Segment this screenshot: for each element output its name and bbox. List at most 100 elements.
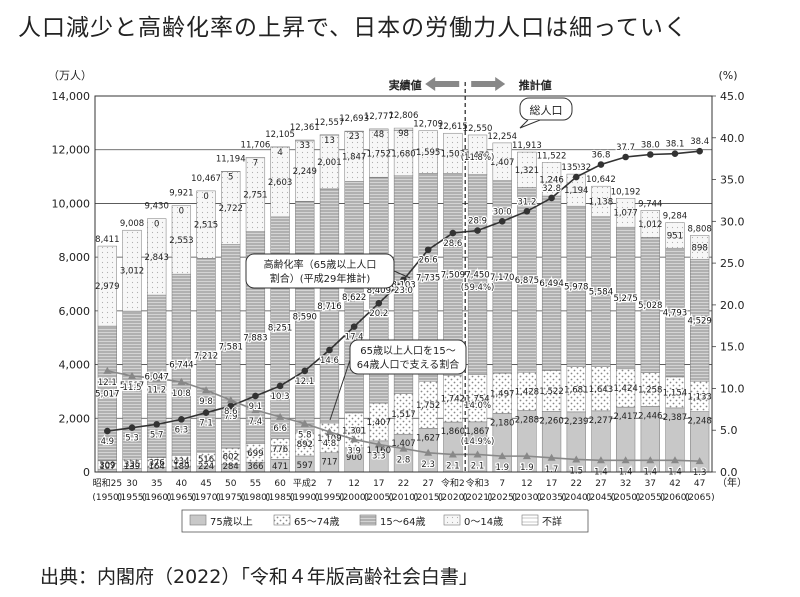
aging-rate-label: 38.1 [666, 140, 685, 150]
value-label-0-14: 1,847 [342, 153, 366, 163]
value-label-0-14: 2,515 [194, 221, 218, 231]
pct-2021-working: (59.4%) [461, 283, 495, 293]
right-axis-unit: (%) [718, 69, 737, 82]
aging-rate-point [128, 424, 136, 432]
x-tick-year: (2025) [487, 493, 517, 503]
support-ratio-point [177, 377, 186, 385]
support-ratio-label: 2.3 [421, 460, 435, 470]
source-note: 出典：内閣府（2022）「令和４年版高齢社会白書」 [40, 566, 478, 588]
aging-rate-point [178, 416, 185, 423]
value-label-75plus: 1,407 [391, 439, 415, 449]
support-ratio-point [152, 374, 161, 382]
value-label-15-64: 5,978 [564, 282, 588, 292]
bar-segment [344, 130, 364, 132]
support-ratio-callout-tail [329, 359, 351, 421]
value-label-65-74: 516 [198, 455, 214, 465]
x-tick-era: 12 [521, 479, 532, 489]
support-ratio-text-2: 64歳人口で支える割合 [357, 358, 459, 371]
total-label: 11,092 [561, 163, 591, 173]
total-label: 9,744 [638, 199, 662, 209]
total-label: 12,557 [315, 118, 345, 128]
bar-segment [517, 151, 537, 188]
aging-rate-label: 32.8 [542, 184, 561, 194]
bar-segment [418, 130, 438, 174]
x-tick-year: (2060) [660, 493, 690, 503]
x-tick-year: (1980) [240, 493, 270, 503]
total-pop-callout-tail [519, 119, 541, 129]
value-label-15-64: 8,622 [342, 293, 366, 303]
value-label-65-74: 602 [223, 452, 239, 462]
aging-rate-point [153, 421, 160, 428]
value-label-unknown: 48 [373, 130, 384, 140]
value-label-15-64: 5,017 [95, 389, 119, 399]
aging-rate-text-1: 高齢化率（65歳以上人口 [264, 258, 377, 271]
aging-rate-point [350, 323, 358, 330]
value-label-75plus: 139 [124, 462, 140, 472]
support-ratio-label: 4.8 [323, 439, 337, 449]
x-tick-era: 42 [669, 479, 680, 489]
right-tick-label: 35.0 [720, 174, 745, 187]
x-tick-era: 7 [327, 479, 333, 489]
support-ratio-point [522, 452, 531, 460]
value-label-65-74: 1,407 [367, 418, 391, 428]
value-label-0-14: 3,012 [120, 267, 144, 277]
value-label-0-14: 1,194 [564, 186, 588, 196]
support-ratio-label: 1.9 [495, 463, 509, 473]
aging-rate-point [671, 150, 679, 157]
value-label-65-74: 1,643 [589, 385, 613, 395]
support-ratio-point [572, 455, 581, 463]
value-label-unknown: 5 [228, 172, 233, 182]
x-tick-year: (2050) [611, 493, 641, 503]
support-ratio-point [621, 456, 630, 464]
value-label-75plus: 900 [346, 453, 362, 463]
bar-segment [147, 218, 167, 296]
aging-rate-point [474, 227, 481, 234]
x-axis-unit: （年） [717, 476, 747, 489]
total-label: 12,615 [438, 122, 468, 132]
value-label-65-74: 1,154 [663, 388, 687, 398]
x-tick-era: 22 [398, 479, 409, 489]
value-label-0-14: 2,553 [169, 236, 193, 246]
bar-segment [196, 190, 216, 259]
value-label-15-64: 4,529 [687, 316, 711, 326]
value-label-15-64: 6,047 [145, 372, 169, 382]
value-label-75plus: 284 [223, 462, 239, 472]
aging-rate-point [104, 427, 111, 435]
aging-rate-point [647, 151, 654, 158]
value-label-75plus: 107 [99, 462, 115, 472]
support-ratio-point [103, 366, 112, 374]
support-ratio-label: 3.3 [372, 451, 386, 461]
value-label-0-14: 898 [692, 244, 708, 254]
left-tick-label: 10,000 [52, 197, 91, 210]
value-label-0-14: 1,138 [589, 197, 613, 207]
value-label-0-14: 2,979 [95, 282, 119, 292]
value-label-0-14: 1,680 [391, 149, 415, 159]
value-label-75plus: 2,446 [638, 411, 662, 421]
value-label-65-74: 1,301 [342, 426, 366, 436]
legend-swatch [443, 514, 461, 526]
left-tick-label: 0 [83, 466, 90, 479]
value-label-0-14: 1,478 [465, 151, 489, 161]
total-label: 10,192 [611, 187, 641, 197]
aging-rate-point [696, 147, 703, 155]
total-label: 11,913 [512, 141, 542, 151]
total-label: 12,777 [364, 112, 394, 122]
support-ratio-point [399, 444, 408, 452]
left-tick-label: 8,000 [59, 251, 91, 264]
bar-segment [640, 210, 660, 238]
total-label: 12,693 [339, 114, 369, 124]
right-tick-label: 30.0 [720, 215, 745, 228]
value-label-0-14: 1,503 [441, 149, 465, 159]
aging-rate-label: 31.2 [517, 197, 536, 207]
support-ratio-label: 8.6 [224, 407, 238, 417]
bar-segment [690, 235, 710, 260]
x-tick-era: 昭和25 [93, 478, 122, 489]
x-tick-era: 7 [499, 479, 505, 489]
value-label-15-64: 6,875 [515, 276, 539, 286]
x-tick-era: 12 [348, 479, 359, 489]
value-label-65-74: 1,109 [317, 434, 341, 444]
x-tick-era: 37 [645, 479, 656, 489]
value-label-15-64: 5,517 [120, 381, 144, 391]
bar-segment [295, 139, 315, 142]
